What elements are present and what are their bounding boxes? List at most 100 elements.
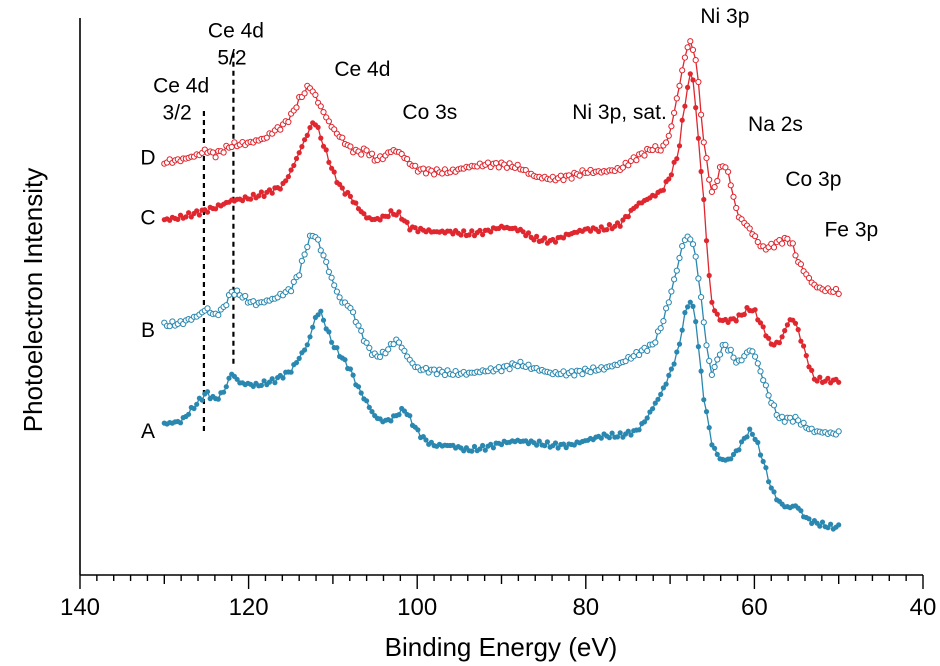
data-point bbox=[665, 132, 672, 139]
data-point bbox=[234, 287, 241, 294]
data-point bbox=[329, 339, 335, 345]
data-point bbox=[619, 164, 627, 171]
data-point bbox=[698, 168, 704, 175]
data-point bbox=[318, 308, 324, 314]
data-point bbox=[347, 366, 353, 372]
data-point bbox=[666, 176, 672, 182]
data-point bbox=[714, 177, 721, 185]
data-point bbox=[377, 217, 383, 223]
data-point bbox=[660, 187, 667, 193]
data-point bbox=[353, 200, 359, 206]
data-point bbox=[307, 125, 313, 131]
data-point bbox=[795, 327, 801, 333]
data-point bbox=[336, 294, 343, 301]
data-point bbox=[431, 171, 438, 178]
data-point bbox=[727, 346, 734, 353]
data-point bbox=[525, 361, 532, 368]
data-point bbox=[625, 428, 631, 434]
data-point bbox=[671, 159, 677, 165]
data-point bbox=[722, 341, 729, 348]
data-point bbox=[700, 139, 707, 146]
data-point bbox=[679, 117, 685, 123]
data-point bbox=[690, 303, 696, 309]
data-point bbox=[204, 305, 211, 312]
data-point bbox=[477, 227, 483, 234]
data-point bbox=[242, 292, 249, 300]
x-tick-label: 100 bbox=[397, 594, 437, 621]
data-point bbox=[423, 437, 429, 443]
data-point bbox=[609, 430, 615, 436]
data-point bbox=[801, 343, 807, 349]
data-point bbox=[315, 312, 321, 318]
data-point bbox=[323, 147, 329, 153]
data-point bbox=[754, 360, 761, 367]
data-point bbox=[355, 384, 362, 390]
data-point bbox=[339, 134, 346, 141]
data-point bbox=[256, 193, 262, 199]
data-point bbox=[337, 181, 343, 187]
data-point bbox=[666, 372, 672, 378]
data-point bbox=[304, 243, 311, 251]
data-point bbox=[752, 353, 759, 360]
data-point bbox=[293, 155, 300, 162]
data-point bbox=[832, 285, 840, 293]
data-point bbox=[655, 396, 661, 402]
data-point bbox=[261, 378, 267, 384]
data-point bbox=[730, 451, 737, 458]
data-point bbox=[798, 508, 804, 514]
data-point bbox=[803, 353, 809, 359]
data-point bbox=[703, 409, 710, 415]
data-point bbox=[223, 384, 229, 390]
series-C bbox=[161, 71, 842, 386]
data-point bbox=[318, 135, 324, 141]
data-point bbox=[258, 189, 264, 195]
series-label-C: C bbox=[140, 206, 155, 229]
data-point bbox=[596, 228, 602, 235]
data-point bbox=[708, 371, 716, 378]
data-point bbox=[701, 196, 707, 203]
data-point bbox=[779, 240, 786, 247]
data-point bbox=[323, 258, 330, 265]
data-point bbox=[663, 139, 670, 146]
data-point bbox=[404, 219, 410, 225]
series-label-D: D bbox=[140, 146, 155, 169]
data-point bbox=[819, 519, 826, 525]
data-point bbox=[749, 431, 756, 437]
data-point bbox=[186, 411, 192, 417]
data-point bbox=[350, 372, 356, 378]
data-point bbox=[263, 134, 270, 141]
data-point bbox=[695, 344, 702, 350]
data-point bbox=[272, 380, 278, 386]
data-point bbox=[620, 217, 626, 223]
data-point bbox=[482, 447, 488, 453]
data-point bbox=[576, 172, 583, 179]
data-point bbox=[636, 427, 642, 433]
data-point bbox=[792, 320, 799, 326]
data-point bbox=[458, 232, 464, 238]
data-point bbox=[347, 143, 354, 150]
data-point bbox=[836, 379, 842, 385]
data-point bbox=[560, 441, 567, 447]
data-point bbox=[687, 38, 694, 45]
series-labels: A B C D bbox=[140, 146, 155, 443]
data-point bbox=[277, 186, 283, 192]
data-point bbox=[757, 452, 764, 458]
data-point bbox=[412, 162, 419, 169]
data-point bbox=[258, 382, 264, 388]
data-point bbox=[296, 272, 303, 279]
data-point bbox=[604, 227, 610, 233]
data-point bbox=[703, 238, 710, 244]
data-point bbox=[712, 445, 718, 451]
data-point bbox=[250, 191, 256, 197]
data-point bbox=[531, 237, 537, 243]
data-point bbox=[598, 435, 604, 441]
data-point bbox=[835, 428, 842, 435]
data-point bbox=[363, 147, 370, 154]
series-line-A bbox=[164, 300, 840, 530]
data-point bbox=[679, 243, 686, 250]
data-point bbox=[725, 168, 732, 175]
data-point bbox=[579, 371, 586, 378]
data-point bbox=[636, 351, 643, 359]
data-point bbox=[668, 172, 675, 178]
data-point bbox=[693, 105, 699, 111]
